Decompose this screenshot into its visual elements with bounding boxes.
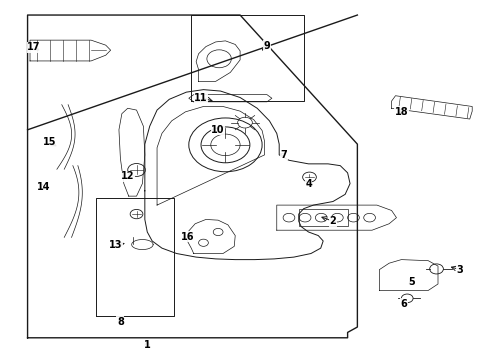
Text: 8: 8 xyxy=(117,317,124,327)
Bar xyxy=(299,209,347,226)
Text: 4: 4 xyxy=(305,179,312,189)
Text: 6: 6 xyxy=(400,299,407,309)
Text: 15: 15 xyxy=(43,138,56,147)
Text: 13: 13 xyxy=(109,240,122,250)
Text: 10: 10 xyxy=(211,125,225,135)
Text: 18: 18 xyxy=(394,107,408,117)
Text: 14: 14 xyxy=(37,182,50,192)
Text: 16: 16 xyxy=(181,232,194,242)
Text: 11: 11 xyxy=(194,93,208,103)
Text: 9: 9 xyxy=(264,41,270,50)
Text: 2: 2 xyxy=(330,216,336,226)
Text: 7: 7 xyxy=(281,150,288,160)
Text: 3: 3 xyxy=(457,265,464,275)
Text: 17: 17 xyxy=(27,42,41,52)
Text: 1: 1 xyxy=(144,340,150,350)
Text: 5: 5 xyxy=(408,277,415,287)
Text: 12: 12 xyxy=(121,171,134,181)
